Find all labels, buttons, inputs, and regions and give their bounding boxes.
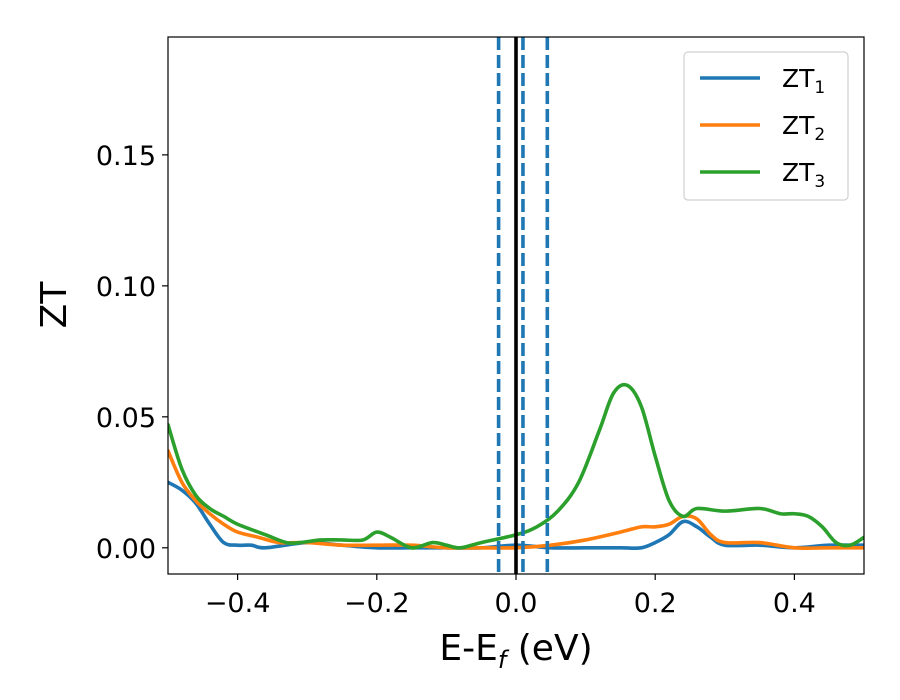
- y-axis-title: ZT: [34, 281, 75, 329]
- y-tick-label: 0.15: [96, 141, 156, 172]
- y-axis: 0.00 0.05 0.10 0.15: [96, 141, 168, 565]
- x-axis-title: E-Ef (eV): [439, 628, 592, 674]
- x-tick-label: −0.2: [344, 588, 410, 619]
- legend-box: [683, 51, 849, 201]
- plot-area: [168, 37, 864, 574]
- y-tick-label: 0.10: [96, 272, 156, 303]
- x-axis: −0.4 −0.2 0.0 0.2 0.4: [205, 574, 816, 619]
- y-tick-label: 0.05: [96, 403, 156, 434]
- x-tick-label: 0.4: [773, 588, 816, 619]
- x-tick-label: 0.0: [495, 588, 538, 619]
- legend-label-zt1: ZT1: [782, 64, 825, 98]
- y-tick-label: 0.00: [96, 534, 156, 565]
- legend-label-zt2: ZT2: [782, 111, 825, 145]
- series-line-zt3: [168, 382, 864, 550]
- x-tick-label: 0.2: [634, 588, 677, 619]
- legend-label-zt3: ZT3: [782, 158, 825, 192]
- x-tick-label: −0.4: [205, 588, 271, 619]
- legend: ZT1 ZT2 ZT3: [683, 51, 849, 201]
